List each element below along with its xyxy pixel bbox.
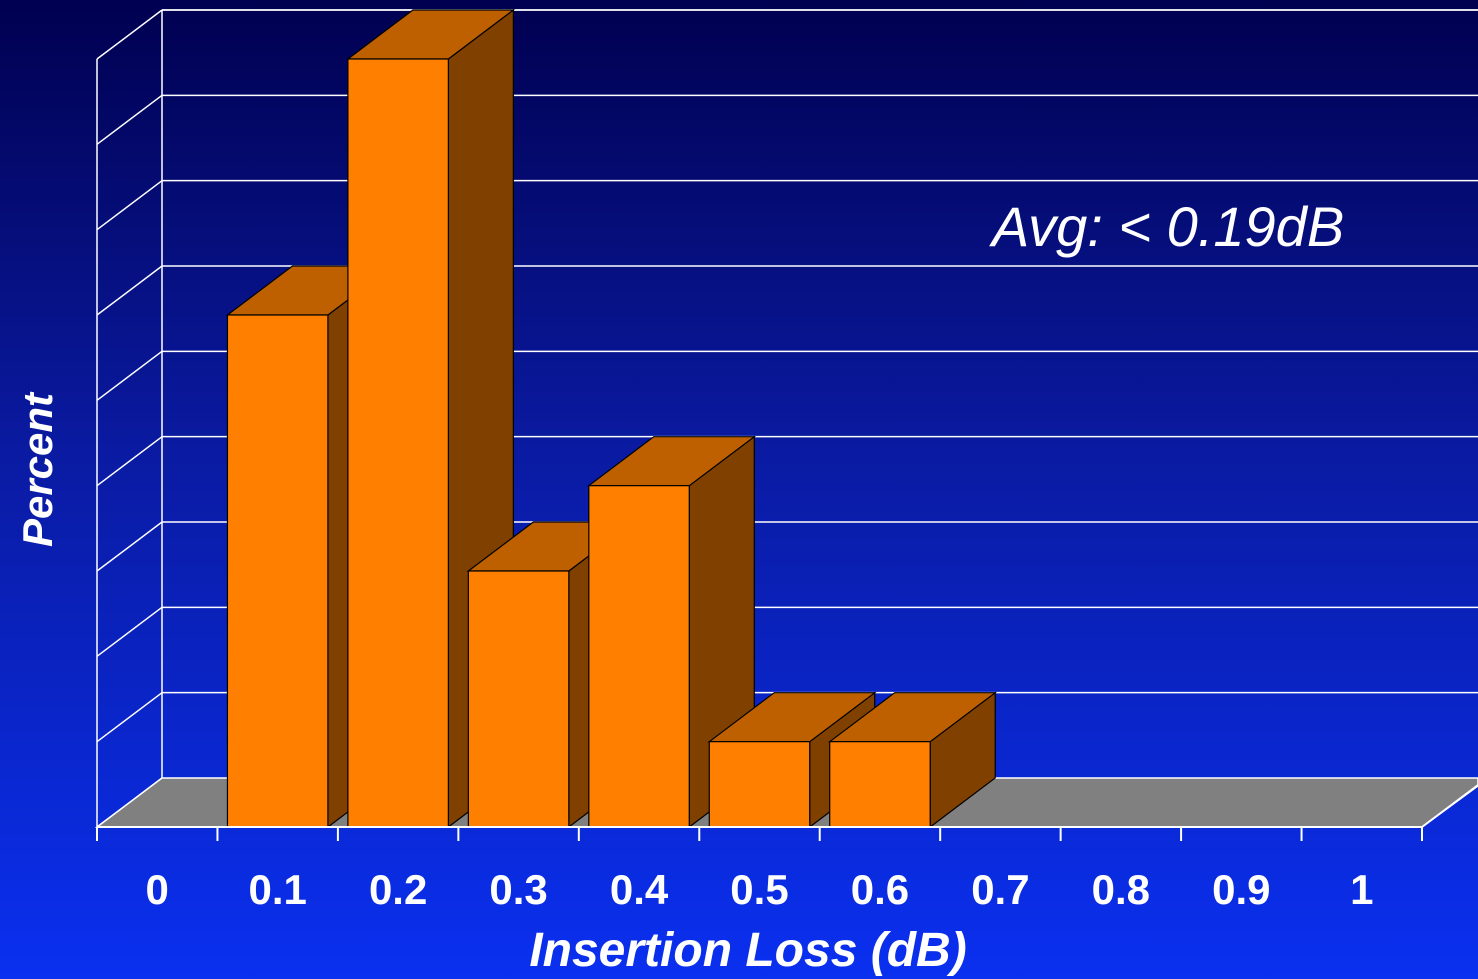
side-gridline — [96, 436, 163, 487]
x-axis-title: Insertion Loss (dB) — [529, 924, 966, 977]
x-tick-label: 0.5 — [730, 866, 788, 913]
bar-front — [347, 58, 449, 828]
x-tick-label: 1 — [1350, 866, 1373, 913]
x-tick-label: 0.4 — [610, 866, 669, 913]
side-gridline — [96, 265, 163, 316]
x-tick-labels: 0 0.1 0.2 0.3 0.4 0.5 0.6 0.7 0.8 0.9 1 — [146, 866, 1374, 913]
y-axis-title: Percent — [14, 391, 61, 547]
bar-front — [467, 570, 570, 828]
side-gridline — [96, 350, 163, 401]
side-gridline — [96, 94, 163, 145]
side-gridline — [96, 521, 163, 572]
bar-front — [588, 485, 690, 828]
side-gridline — [96, 9, 163, 60]
bar — [827, 691, 997, 829]
side-gridline — [96, 606, 163, 657]
x-axis — [96, 784, 1478, 841]
side-gridline — [96, 692, 163, 743]
x-tick-label: 0.6 — [851, 866, 909, 913]
bar-front — [829, 741, 931, 828]
x-tick-label: 0.7 — [971, 866, 1029, 913]
annotation: Avg: < 0.19dB — [989, 195, 1344, 258]
floor-edge — [1421, 784, 1478, 828]
x-tick-label: 0.8 — [1092, 866, 1150, 913]
x-tick-label: 0.9 — [1212, 866, 1270, 913]
x-tick-label: 0.2 — [369, 866, 427, 913]
bar-front — [708, 741, 811, 828]
bar-front — [226, 314, 329, 828]
x-tick-label: 0.1 — [248, 866, 306, 913]
side-gridline — [96, 180, 163, 231]
x-tick-label: 0.3 — [489, 866, 547, 913]
bars — [225, 8, 997, 829]
x-tick-label: 0 — [146, 866, 169, 913]
